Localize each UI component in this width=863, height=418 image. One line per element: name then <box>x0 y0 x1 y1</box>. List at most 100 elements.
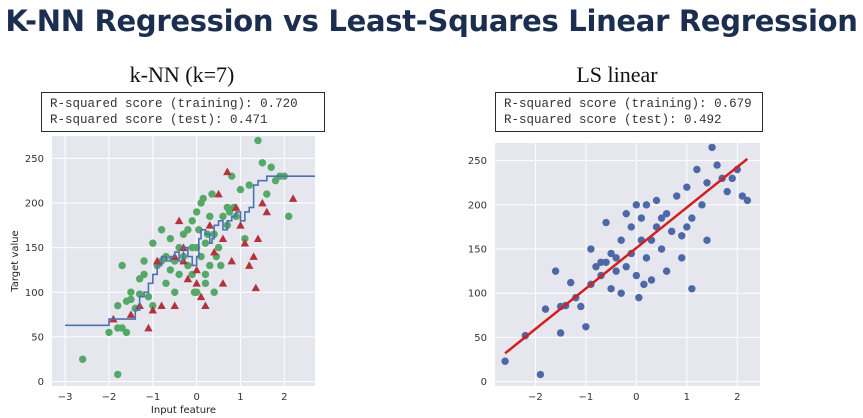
knn-train-point <box>157 226 166 234</box>
knn-test-point <box>205 221 214 229</box>
knn-train-point <box>214 243 223 252</box>
knn-test-score: R-squared score (test): 0.471 <box>50 113 268 127</box>
ls-score-box: R-squared score (training): 0.679 R-squa… <box>495 92 763 132</box>
knn-train-point <box>162 279 170 288</box>
knn-x-tick-label: 0 <box>193 392 199 403</box>
knn-train-point <box>184 226 192 234</box>
knn-test-point <box>262 207 271 216</box>
ls-data-point <box>627 223 635 231</box>
knn-score-box: R-squared score (training): 0.720 R-squa… <box>41 92 325 132</box>
knn-train-point <box>140 257 148 265</box>
ls-data-point <box>607 285 615 293</box>
ls-data-point <box>688 214 696 222</box>
ls-data-point <box>632 201 641 209</box>
knn-test-point <box>240 238 250 247</box>
knn-train-point <box>140 270 148 279</box>
knn-train-point <box>175 270 183 279</box>
ls-y-tick-label: 250 <box>468 156 487 167</box>
knn-y-tick-label: 0 <box>38 377 44 388</box>
ls-x-tick-label: −2 <box>528 392 543 403</box>
knn-train-point <box>201 239 210 247</box>
knn-test-point <box>288 194 298 202</box>
knn-test-point <box>258 198 267 207</box>
ls-x-tick-label: 1 <box>684 392 690 403</box>
knn-train-point <box>206 212 214 221</box>
knn-test-point <box>153 256 162 265</box>
ls-data-point <box>723 187 731 196</box>
knn-test-point <box>253 234 263 243</box>
ls-test-score: R-squared score (test): 0.492 <box>504 113 722 127</box>
ls-y-tick-label: 50 <box>474 333 487 344</box>
knn-train-point <box>254 136 262 145</box>
ls-x-tick-label: 2 <box>734 392 740 403</box>
knn-train-point <box>199 194 207 203</box>
ls-data-point <box>708 143 716 152</box>
knn-y-tick-label: 250 <box>25 154 44 165</box>
knn-x-tick-label: −1 <box>145 392 160 403</box>
ls-data-point <box>617 236 625 244</box>
ls-data-point <box>657 214 666 222</box>
knn-train-point <box>114 324 122 332</box>
knn-test-point <box>227 256 236 265</box>
knn-test-point <box>245 261 254 269</box>
knn-test-point <box>144 323 153 332</box>
knn-test-point <box>174 216 184 225</box>
ls-data-point <box>602 218 610 227</box>
ls-data-point <box>582 323 590 331</box>
knn-train-point <box>285 212 293 221</box>
knn-x-tick-label: −3 <box>58 392 73 403</box>
knn-test-point <box>183 274 193 283</box>
knn-x-axis-label: Input feature <box>151 405 216 416</box>
ls-data-point <box>587 245 595 253</box>
knn-x-tick-label: −2 <box>102 392 117 403</box>
knn-train-point <box>241 234 249 243</box>
knn-train-score: R-squared score (training): 0.720 <box>50 97 298 111</box>
ls-data-point <box>667 227 676 236</box>
knn-prediction-line <box>65 175 315 327</box>
ls-data-point <box>567 278 575 287</box>
knn-test-point <box>192 265 201 274</box>
ls-y-tick-label: 200 <box>468 200 487 211</box>
knn-train-point <box>217 261 225 270</box>
ls-data-point <box>642 201 651 209</box>
ls-panel-title: LS linear <box>576 62 658 87</box>
ls-data-point <box>556 329 565 337</box>
knn-test-point <box>209 247 219 256</box>
knn-test-point <box>192 279 201 287</box>
ls-train-score: R-squared score (training): 0.679 <box>504 97 752 111</box>
knn-y-tick-label: 200 <box>25 198 44 209</box>
knn-x-tick-label: 2 <box>281 392 287 403</box>
knn-train-point <box>114 370 122 379</box>
knn-train-point <box>166 266 175 274</box>
knn-train-point <box>135 290 144 298</box>
ls-data-point <box>662 267 671 275</box>
ls-x-tick-label: 0 <box>633 392 639 403</box>
knn-train-point <box>223 203 232 212</box>
knn-test-point <box>126 310 136 318</box>
ls-data-point <box>693 165 701 174</box>
knn-test-point <box>157 301 166 310</box>
knn-train-point <box>127 295 135 304</box>
ls-data-point <box>612 254 620 262</box>
ls-data-point <box>597 258 605 266</box>
ls-data-point <box>657 245 666 253</box>
ls-data-point <box>662 209 671 218</box>
ls-data-point <box>640 280 648 289</box>
knn-test-point <box>196 292 206 301</box>
ls-data-point <box>635 293 643 302</box>
knn-test-point <box>218 234 228 243</box>
ls-data-point <box>738 192 747 200</box>
knn-train-point <box>188 243 196 252</box>
ls-data-point <box>647 276 656 284</box>
knn-test-point <box>218 279 228 287</box>
knn-train-point <box>201 279 210 288</box>
ls-data-point <box>688 285 696 293</box>
knn-train-point <box>166 234 175 243</box>
knn-train-point <box>144 293 153 301</box>
ls-data-point <box>501 357 509 365</box>
knn-train-point <box>188 217 196 225</box>
knn-test-point <box>214 189 223 198</box>
knn-train-point <box>149 239 157 247</box>
ls-data-point <box>592 263 600 271</box>
ls-data-point <box>713 161 721 169</box>
